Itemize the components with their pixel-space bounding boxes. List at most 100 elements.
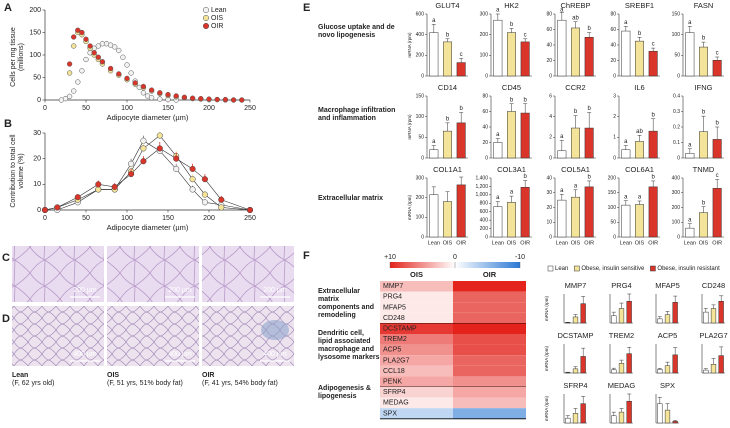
bar — [635, 204, 644, 238]
chart-title: TNMD — [693, 165, 715, 174]
y-tick-label: 0 — [421, 73, 424, 79]
bar — [429, 149, 439, 159]
data-point — [95, 181, 102, 188]
y-tick-label: 80 — [482, 93, 488, 99]
scale-label: 200 µm — [263, 287, 287, 294]
panel-label: A — [4, 2, 12, 14]
y-tick-label: 0 — [613, 155, 616, 161]
data-point — [124, 62, 130, 68]
chart-title: PLA2G7 — [699, 331, 727, 340]
x-axis-label: Adipocyte diameter (µm) — [107, 223, 189, 232]
data-point — [156, 132, 163, 139]
y-tick-label: 4 — [549, 114, 552, 120]
heatmap-cell — [380, 387, 453, 398]
chart-title: MMP7 — [565, 281, 587, 290]
y-tick-label: 300 — [672, 190, 681, 196]
y-tick-label: 100 — [480, 53, 489, 59]
heatmap-cell — [380, 408, 453, 419]
y-tick-label: 1 — [613, 135, 616, 141]
bar — [443, 130, 452, 159]
data-point — [83, 36, 89, 42]
chart-title: CD45 — [502, 83, 521, 92]
bar — [685, 153, 695, 159]
row-label: ACP5 — [383, 347, 401, 354]
scale-label: 400 µm — [263, 351, 287, 358]
scale-label: 400 µm — [73, 351, 97, 358]
data-point — [116, 47, 122, 54]
significance-letter: a — [624, 20, 628, 26]
legend-swatch — [547, 265, 554, 272]
scale-label: 400 µm — [168, 351, 192, 358]
bar — [699, 212, 708, 238]
heatmap-cell — [380, 376, 453, 387]
data-point — [201, 176, 208, 183]
heatmap-cell — [453, 323, 526, 334]
data-point — [189, 95, 196, 101]
data-point — [120, 54, 126, 60]
scale-bars — [70, 296, 290, 362]
caption: OIR (F, 41 yrs, 54% body fat) — [202, 372, 278, 388]
bar — [672, 354, 678, 374]
heatmap-cell — [453, 302, 526, 313]
data-point — [189, 165, 196, 172]
x-tick-label: 50 — [82, 105, 90, 112]
y-tick-label: 0.2 — [673, 124, 680, 130]
y-tick-label: 150 — [608, 190, 617, 196]
y-tick-label: 200 — [416, 195, 425, 201]
y-tick-label: 200 — [29, 7, 41, 14]
row-label: Glucose uptake and de novo lipogenesis — [318, 24, 395, 40]
bar — [520, 112, 530, 159]
heatmap-cell — [380, 397, 453, 409]
data-point — [41, 206, 49, 214]
bar — [557, 19, 567, 77]
bar — [657, 369, 663, 374]
bar — [520, 41, 530, 77]
data-point — [198, 96, 204, 102]
significance-letter: a — [574, 183, 578, 189]
x-tick-label: 0 — [43, 105, 47, 112]
bar — [580, 356, 586, 374]
y-axis-label: mRNA (rpm) — [544, 346, 549, 371]
bar — [580, 403, 586, 424]
chart-title: ChREBP — [560, 1, 590, 10]
y-axis-label: Contribution to total cell volume (%) — [9, 134, 25, 208]
y-tick-label: 0 — [421, 234, 424, 240]
significance-letter: a — [496, 8, 500, 14]
significance-letter: b — [523, 97, 527, 103]
heatmap-cell — [453, 312, 526, 324]
panel-label: E — [303, 2, 311, 14]
y-tick-label: 0 — [613, 234, 616, 240]
data-point — [66, 70, 73, 76]
x-tick-label: OIR — [456, 240, 466, 246]
y-tick-label: 60 — [546, 27, 552, 33]
y-tick-label: 10 — [546, 220, 552, 226]
data-point — [189, 176, 196, 183]
bar — [703, 369, 709, 374]
significance-letter: ab — [636, 129, 643, 135]
significance-letter: a — [624, 194, 628, 200]
data-point — [71, 43, 77, 49]
data-point — [214, 96, 220, 103]
y-tick-label: 150 — [29, 29, 41, 36]
bar — [584, 127, 594, 159]
y-tick-label: 0 — [677, 73, 680, 79]
y-tick-label: 0 — [549, 234, 552, 240]
significance-letter: b — [446, 32, 450, 38]
y-tick-label: 100 — [416, 215, 425, 221]
bar — [520, 187, 530, 238]
histology-image — [202, 246, 294, 302]
legend-label: Obese, insulin sensitive — [581, 266, 645, 272]
y-tick-label: 100 — [672, 220, 681, 226]
bar — [507, 111, 516, 159]
heatmap-cell — [380, 302, 453, 313]
legend-swatch — [650, 265, 656, 272]
row-label: TREM2 — [383, 336, 407, 343]
y-axis-label: mRNA (rpm) — [407, 32, 412, 57]
chart-title: HK2 — [504, 1, 519, 10]
bar — [626, 353, 632, 374]
row-label: PENK — [383, 379, 402, 386]
caption-group: Lean — [12, 372, 29, 379]
histology-image — [12, 306, 104, 366]
y-tick-label: 200 — [480, 226, 489, 232]
y-tick-label: 50 — [610, 220, 616, 226]
